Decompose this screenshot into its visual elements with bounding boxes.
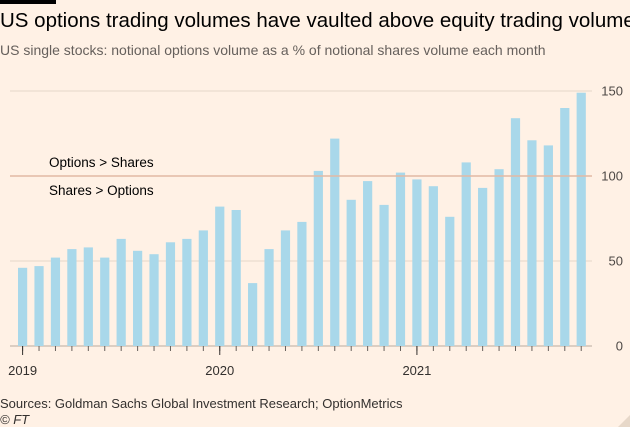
bar-2020-04: [264, 249, 274, 346]
bar-2019-02: [34, 266, 44, 346]
y-tick-label: 150: [601, 84, 623, 99]
ft-credit: © FT: [0, 412, 30, 427]
chart-subtitle: US single stocks: notional options volum…: [0, 42, 546, 58]
bar-2019-07: [116, 238, 126, 346]
bar-2020-01: [215, 206, 225, 346]
x-tick-label-2019: 2019: [8, 363, 37, 378]
bar-2021-08: [527, 140, 537, 346]
bar-2020-05: [280, 230, 291, 346]
bar-2021-11: [576, 92, 586, 346]
bar-2019-03: [50, 257, 61, 346]
label-options-above-shares: Options > Shares: [49, 155, 154, 170]
y-tick-label: 0: [616, 339, 623, 354]
source-note: Sources: Goldman Sachs Global Investment…: [0, 396, 403, 411]
y-axis-labels: 0 50 100 150: [601, 84, 623, 354]
bar-2021-02: [428, 186, 438, 346]
bar-2020-02: [231, 210, 241, 346]
bar-2019-08: [133, 250, 143, 346]
page-corner: [618, 415, 630, 427]
bar-2019-06: [100, 257, 110, 346]
bars: [18, 92, 586, 346]
y-tick-label: 100: [601, 169, 623, 184]
bar-2019-09: [149, 254, 159, 346]
bar-2021-04: [461, 162, 471, 346]
label-shares-above-options: Shares > Options: [49, 183, 154, 198]
bar-2019-01: [18, 267, 28, 346]
bar-2019-10: [165, 242, 176, 346]
bar-2020-11: [379, 204, 389, 346]
bar-2020-12: [395, 172, 406, 346]
bar-2020-10: [363, 181, 373, 346]
bar-2021-05: [478, 187, 488, 346]
bar-2021-03: [445, 216, 455, 346]
x-tick-label-2021: 2021: [402, 363, 431, 378]
bar-2020-08: [330, 138, 340, 346]
bar-2019-12: [198, 230, 208, 346]
x-axis: 2019 2020 2021: [8, 346, 582, 378]
bar-2021-06: [494, 169, 504, 346]
reference-line-group: Options > Shares Shares > Options: [10, 155, 592, 198]
bar-2019-11: [182, 238, 192, 346]
bar-2021-10: [560, 108, 570, 346]
bar-2020-07: [313, 170, 323, 346]
ft-top-bar: [0, 0, 56, 4]
bar-2021-01: [412, 179, 422, 346]
y-tick-label: 50: [609, 254, 623, 269]
bar-2021-07: [510, 118, 521, 346]
bar-2019-05: [83, 247, 93, 346]
chart-title: US options trading volumes have vaulted …: [0, 9, 630, 32]
bar-2020-06: [297, 221, 307, 346]
bar-2020-03: [248, 283, 258, 346]
bar-2019-04: [67, 249, 77, 346]
bar-2020-09: [346, 199, 356, 346]
x-tick-label-2020: 2020: [205, 363, 234, 378]
bar-2021-09: [543, 145, 553, 346]
